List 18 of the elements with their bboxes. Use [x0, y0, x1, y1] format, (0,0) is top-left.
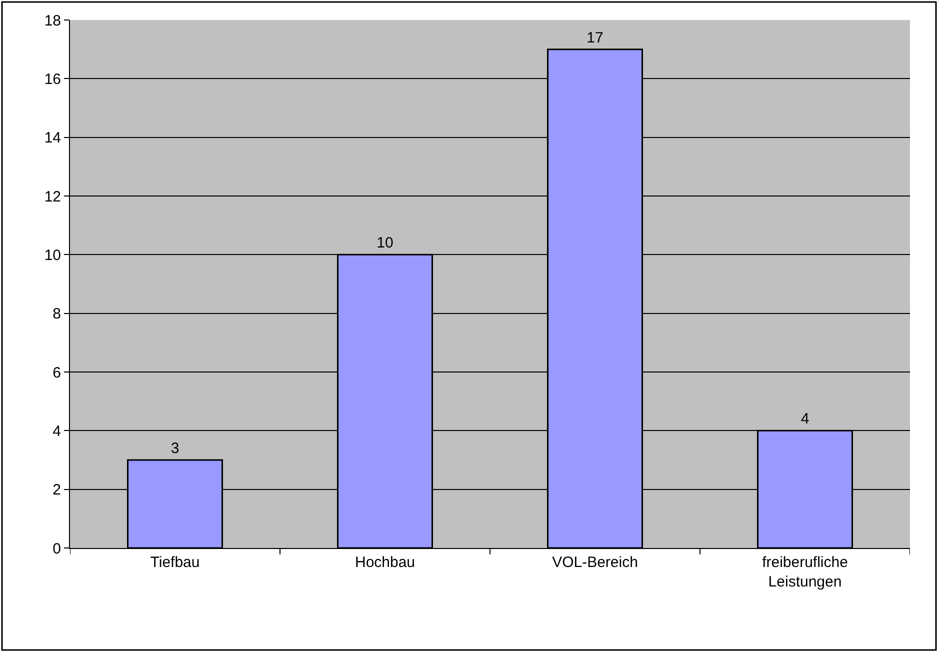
- y-tick-label: 12: [44, 188, 61, 206]
- y-tick-label: 8: [52, 306, 61, 323]
- y-tick-label: 4: [52, 422, 61, 440]
- data-label: 10: [376, 234, 394, 252]
- y-tick-label: 16: [44, 70, 61, 88]
- data-label: 3: [170, 440, 180, 457]
- y-tick-label: 14: [44, 130, 61, 147]
- y-tick-label: 6: [52, 364, 61, 382]
- y-tick-label: 18: [44, 12, 61, 30]
- y-tick-label: 10: [44, 246, 61, 264]
- y-tick-label: 0: [52, 540, 61, 558]
- x-tick-label: Tiefbau: [150, 554, 200, 571]
- data-label: 4: [800, 410, 810, 428]
- data-label: 17: [586, 29, 604, 46]
- x-tick-label: Hochbau: [354, 554, 416, 571]
- x-tick-label: freiberufliche Leistungen: [762, 554, 848, 590]
- y-tick-label: 2: [52, 482, 61, 499]
- x-tick-label: VOL-Bereich: [552, 554, 638, 571]
